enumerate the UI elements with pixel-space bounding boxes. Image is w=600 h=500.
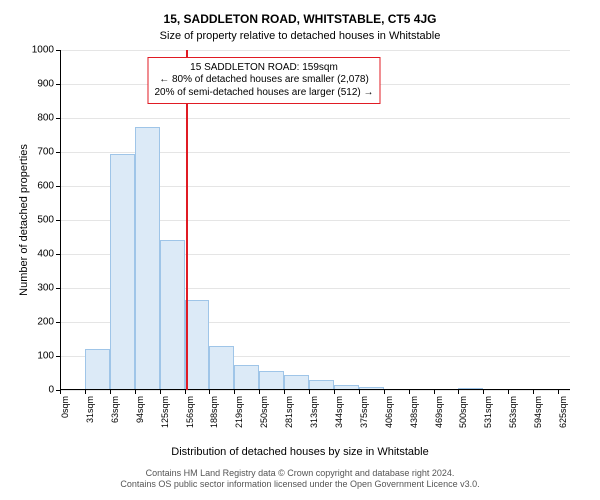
- y-gridline: [60, 50, 570, 51]
- x-tick-label: 375sqm: [359, 396, 369, 428]
- x-tick-label: 406sqm: [384, 396, 394, 428]
- y-tick-label: 1000: [32, 45, 54, 56]
- y-gridline: [60, 118, 570, 119]
- x-tick-label: 188sqm: [209, 396, 219, 428]
- x-tick: [434, 390, 435, 394]
- x-tick-label: 500sqm: [458, 396, 468, 428]
- x-tick-label: 156sqm: [185, 396, 195, 428]
- histogram-bar: [85, 349, 110, 390]
- x-tick: [334, 390, 335, 394]
- x-tick: [160, 390, 161, 394]
- y-tick-label: 800: [37, 113, 54, 124]
- y-gridline: [60, 390, 570, 391]
- x-tick-label: 531sqm: [483, 396, 493, 428]
- y-tick-label: 900: [37, 79, 54, 90]
- x-tick-label: 625sqm: [558, 396, 568, 428]
- x-tick: [259, 390, 260, 394]
- x-tick-label: 63sqm: [110, 396, 120, 423]
- subtitle: Size of property relative to detached ho…: [0, 30, 600, 42]
- y-axis-spine: [60, 50, 61, 390]
- y-tick-label: 200: [37, 317, 54, 328]
- annotation-line: 20% of semi-detached houses are larger (…: [154, 87, 373, 100]
- x-tick: [558, 390, 559, 394]
- annotation-line: 15 SADDLETON ROAD: 159sqm: [154, 62, 373, 75]
- histogram-bar: [209, 346, 234, 390]
- y-tick-label: 500: [37, 215, 54, 226]
- x-tick-label: 31sqm: [85, 396, 95, 423]
- x-tick: [409, 390, 410, 394]
- x-tick: [384, 390, 385, 394]
- histogram-bar: [110, 154, 135, 390]
- y-tick-label: 0: [48, 385, 54, 396]
- x-tick: [309, 390, 310, 394]
- histogram-bar: [135, 127, 160, 391]
- x-tick: [359, 390, 360, 394]
- y-tick-label: 400: [37, 249, 54, 260]
- x-tick: [135, 390, 136, 394]
- x-tick-label: 344sqm: [334, 396, 344, 428]
- x-tick-label: 0sqm: [60, 396, 70, 418]
- histogram-bar: [259, 371, 284, 390]
- x-tick: [483, 390, 484, 394]
- y-tick-label: 100: [37, 351, 54, 362]
- x-tick: [458, 390, 459, 394]
- histogram-bar: [234, 365, 259, 391]
- x-tick-label: 313sqm: [309, 396, 319, 428]
- histogram-bar: [160, 240, 185, 390]
- x-tick: [110, 390, 111, 394]
- x-tick-label: 125sqm: [160, 396, 170, 428]
- x-tick: [508, 390, 509, 394]
- x-tick: [284, 390, 285, 394]
- x-tick-label: 281sqm: [284, 396, 294, 428]
- annotation-box: 15 SADDLETON ROAD: 159sqm← 80% of detach…: [147, 57, 380, 105]
- x-tick: [85, 390, 86, 394]
- annotation-line: ← 80% of detached houses are smaller (2,…: [154, 74, 373, 87]
- y-tick-label: 600: [37, 181, 54, 192]
- footnote-line-2: Contains OS public sector information li…: [0, 479, 600, 490]
- x-axis-spine: [60, 389, 570, 390]
- footnote-line-1: Contains HM Land Registry data © Crown c…: [0, 468, 600, 479]
- x-tick: [234, 390, 235, 394]
- x-tick: [209, 390, 210, 394]
- x-tick-label: 594sqm: [533, 396, 543, 428]
- x-tick: [185, 390, 186, 394]
- x-tick: [60, 390, 61, 394]
- x-tick-label: 219sqm: [234, 396, 244, 428]
- histogram-bar: [185, 300, 210, 390]
- x-tick: [533, 390, 534, 394]
- x-tick-label: 469sqm: [434, 396, 444, 428]
- x-axis-label: Distribution of detached houses by size …: [0, 446, 600, 458]
- x-tick-label: 250sqm: [259, 396, 269, 428]
- x-tick-label: 563sqm: [508, 396, 518, 428]
- histogram-bar: [284, 375, 309, 390]
- y-tick-label: 700: [37, 147, 54, 158]
- x-tick-label: 94sqm: [135, 396, 145, 423]
- y-tick-label: 300: [37, 283, 54, 294]
- plot-area: 010020030040050060070080090010000sqm31sq…: [60, 50, 570, 390]
- footnote: Contains HM Land Registry data © Crown c…: [0, 468, 600, 491]
- x-tick-label: 438sqm: [409, 396, 419, 428]
- page-title: 15, SADDLETON ROAD, WHITSTABLE, CT5 4JG: [0, 12, 600, 26]
- y-axis-label: Number of detached properties: [18, 50, 30, 390]
